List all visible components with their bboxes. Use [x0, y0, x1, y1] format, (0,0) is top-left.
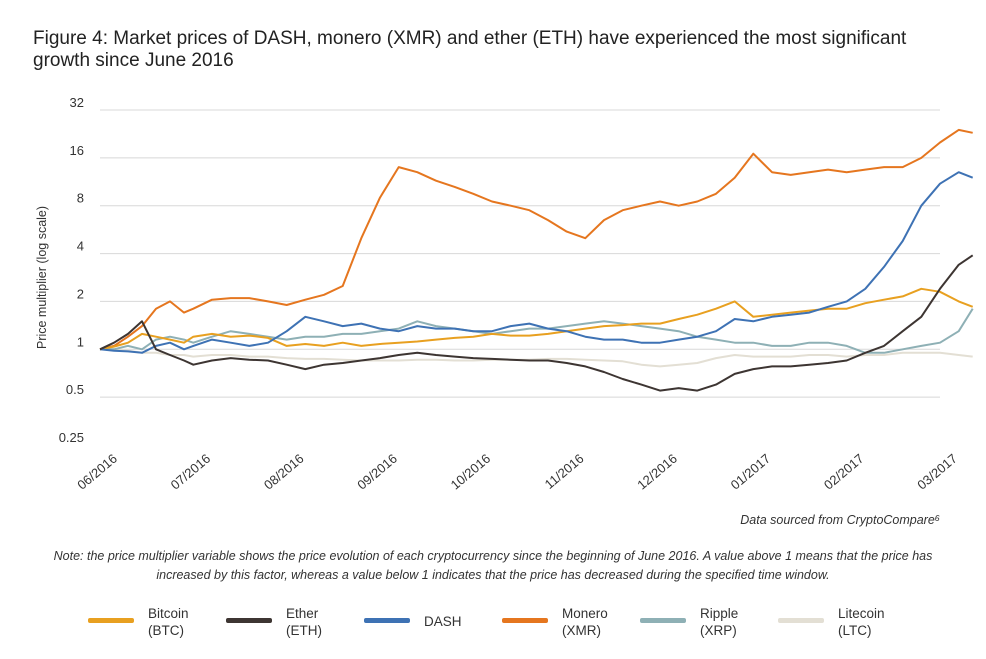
legend-label: DASH [424, 613, 462, 630]
y-tick-label: 0.5 [66, 382, 84, 397]
legend-label-line1: Ether [286, 606, 319, 621]
series-line-monero-xmr [99, 128, 973, 351]
chart-note: Note: the price multiplier variable show… [53, 549, 933, 582]
legend-label: Bitcoin (BTC) [148, 605, 189, 639]
legend-swatch [88, 618, 134, 623]
legend-swatch [502, 618, 548, 623]
chart-title: Figure 4: Market prices of DASH, monero … [33, 28, 907, 71]
legend-label-line1: Monero [562, 606, 608, 621]
x-tick-label: 03/2017 [914, 451, 960, 493]
legend-label-line1: DASH [424, 614, 462, 629]
legend-label: Ether (ETH) [286, 605, 322, 639]
x-tick-label: 07/2016 [168, 451, 214, 493]
legend-label-line2: (XMR) [562, 623, 601, 638]
x-tick-label: 12/2016 [634, 451, 680, 493]
y-tick-label: 4 [77, 239, 84, 254]
y-axis-label: Price multiplier (log scale) [35, 206, 49, 349]
legend-label-line2: (ETH) [286, 623, 322, 638]
legend-label: Ripple (XRP) [700, 605, 738, 639]
legend-swatch [226, 618, 272, 623]
series-line-bitcoin-btc [99, 287, 974, 351]
x-tick-label: 11/2016 [542, 451, 587, 492]
x-tick-label: 01/2017 [728, 451, 774, 493]
legend-label-line2: (LTC) [838, 623, 872, 638]
legend-label-line1: Bitcoin [148, 606, 189, 621]
source-note: Data sourced from CryptoCompare⁶ [740, 513, 940, 527]
y-tick-label: 8 [77, 191, 84, 206]
series-line-ripple-xrp [100, 308, 974, 354]
x-tick-label: 06/2016 [74, 451, 120, 493]
series-line-dash [99, 171, 974, 354]
x-tick-label: 09/2016 [354, 451, 400, 493]
y-tick-label: 1 [77, 334, 84, 349]
line-chart: 32 16 8 4 2 1 0.5 0.25 Price multiplier (log sca… [35, 95, 974, 493]
y-tick-label: 16 [70, 143, 84, 158]
y-tick-label: 2 [77, 286, 84, 301]
legend-swatch [640, 618, 686, 623]
legend-swatch [364, 618, 410, 623]
legend-label-line1: Ripple [700, 606, 739, 621]
chart-legend: Bitcoin (BTC) Ether (ETH) DASH Monero (XMR) Rip… [88, 602, 948, 642]
x-tick-label: 10/2016 [448, 451, 494, 493]
y-tick-label: 32 [70, 95, 84, 110]
legend-label: Litecoin (LTC) [838, 605, 885, 639]
legend-label: Monero (XMR) [562, 605, 608, 639]
legend-swatch [778, 618, 824, 623]
legend-label-line2: (BTC) [148, 623, 184, 638]
x-tick-label: 08/2016 [261, 451, 307, 493]
series-line-ether-eth [99, 254, 974, 392]
legend-label-line1: Litecoin [838, 606, 885, 621]
legend-label-line2: (XRP) [700, 623, 737, 638]
y-tick-label: 0.25 [59, 430, 84, 445]
x-tick-label: 02/2017 [821, 451, 867, 493]
